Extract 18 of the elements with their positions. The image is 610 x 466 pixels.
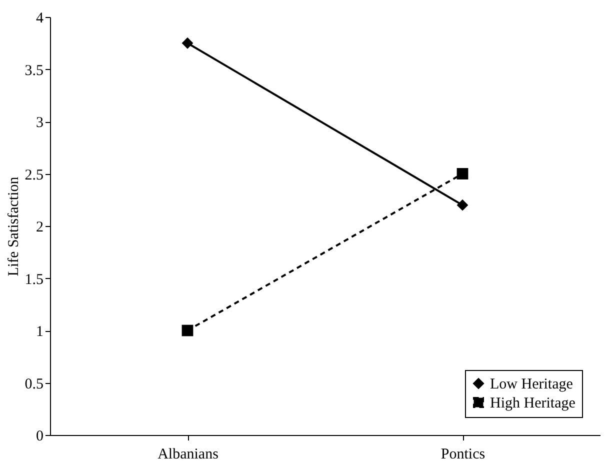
legend-label: High Heritage (490, 396, 576, 412)
y-tick-label: 2.5 (24, 167, 44, 184)
y-tick-label: 1.5 (24, 272, 44, 288)
x-tick-label: Albanians (158, 446, 219, 462)
y-tick-label: 4 (36, 10, 44, 26)
y-tick-label: 1 (36, 324, 44, 340)
y-axis-title: Life Satisfaction (6, 176, 22, 276)
point (456, 199, 468, 211)
y-tick-label: 3.5 (24, 62, 44, 79)
y-tick-label: 0 (36, 428, 44, 444)
x-tick-label: Pontics (440, 446, 486, 462)
y-tick-label: 3 (36, 115, 44, 131)
point (456, 168, 468, 180)
point (182, 37, 194, 49)
y-tick-label: 0.5 (24, 376, 44, 392)
y-tick-label: 2 (36, 220, 44, 236)
legend-label: Low Heritage (490, 376, 574, 392)
point (182, 324, 194, 336)
